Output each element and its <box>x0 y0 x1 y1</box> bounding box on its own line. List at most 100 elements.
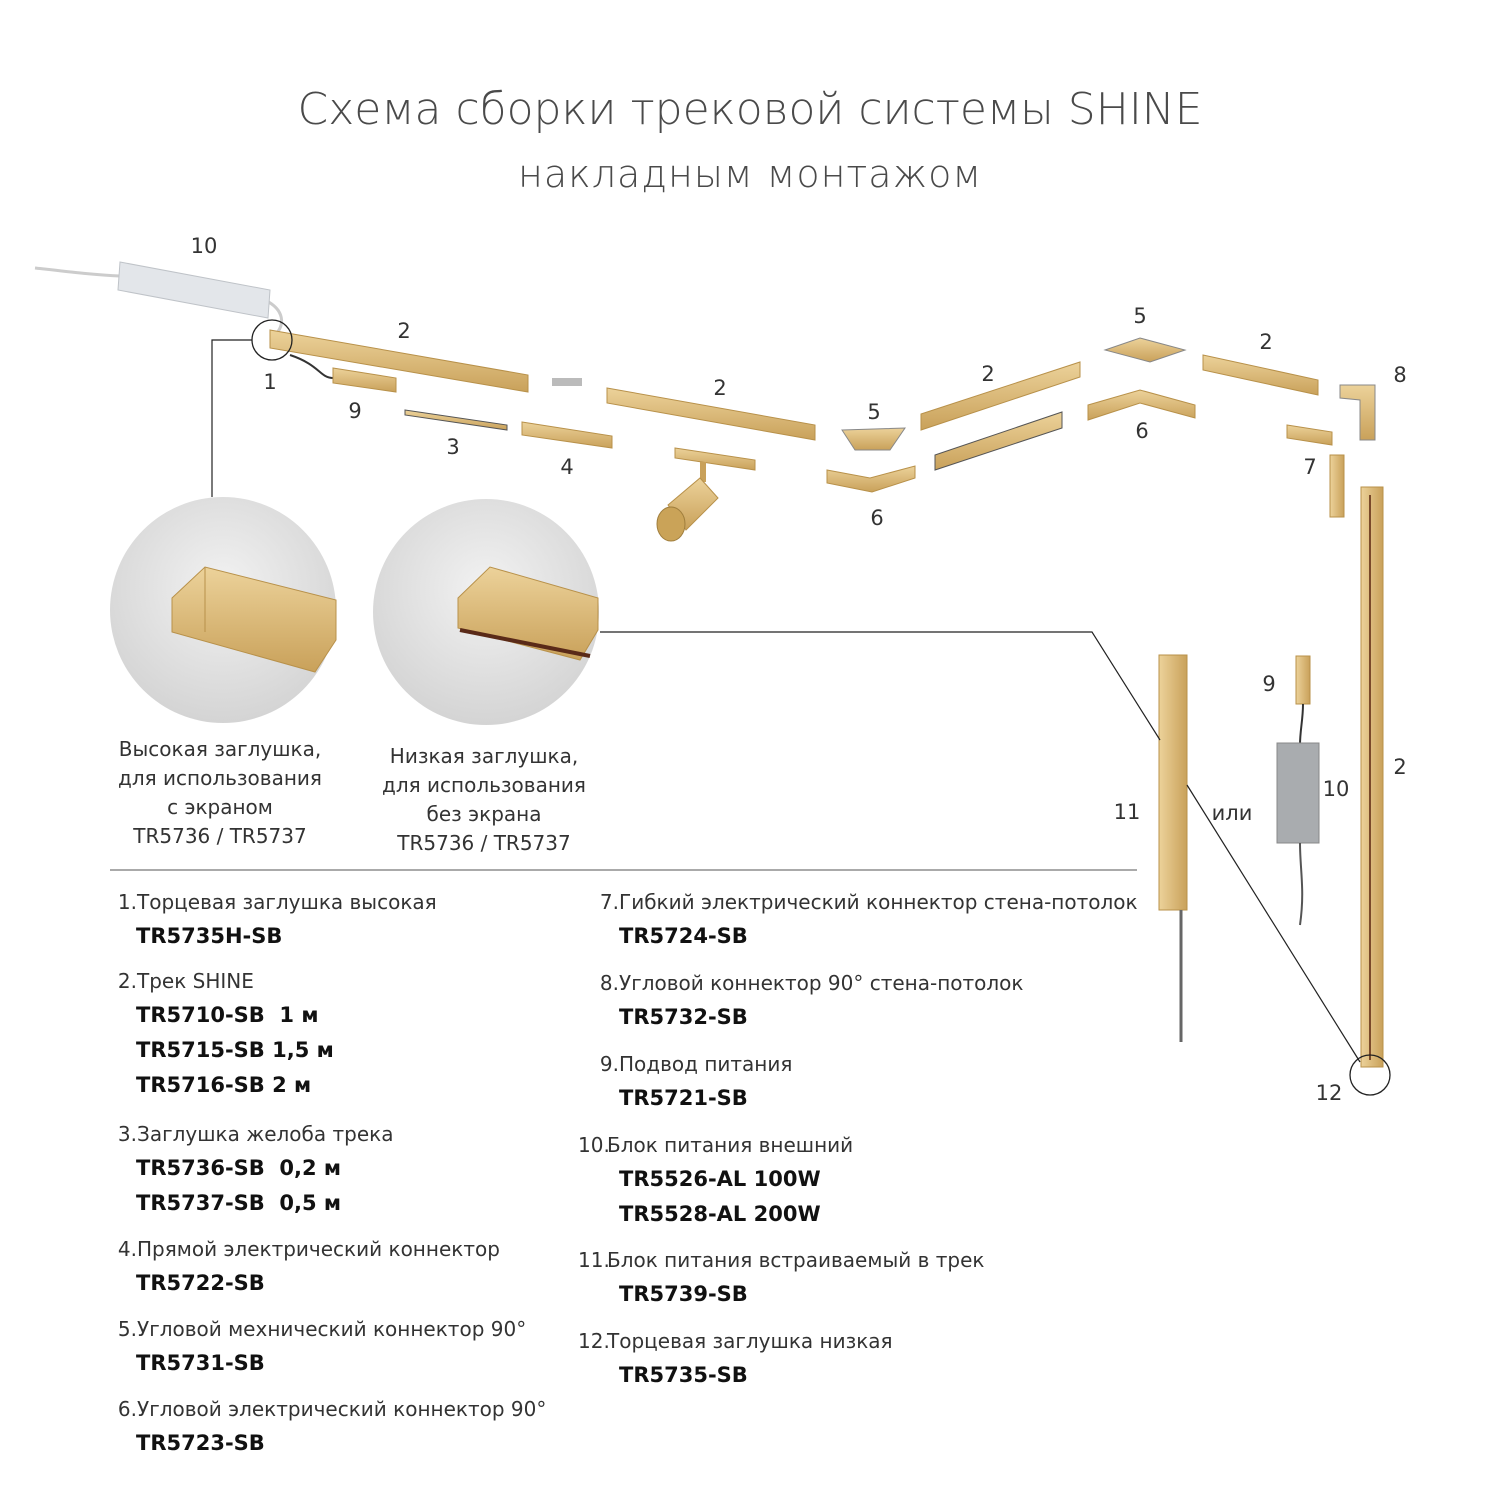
legend-item-number: 1. <box>117 890 137 914</box>
legend-item-code: TR5710-SB 1 м <box>136 1003 319 1027</box>
legend-item-number: 6. <box>117 1397 137 1421</box>
legend-item-name: Заглушка желоба трека <box>137 1122 394 1146</box>
track-a <box>269 329 529 393</box>
label-straight-conn: 4 <box>560 455 574 479</box>
endcap-low-callout <box>1349 1054 1391 1096</box>
legend-item-code: TR5528-AL 200W <box>619 1202 821 1226</box>
label-psu-side: 10 <box>1322 777 1350 801</box>
track-with-builtin-psu <box>1158 654 1188 911</box>
legend-item-name: Трек SHINE <box>137 969 254 993</box>
legend-item-name: Торцевая заглушка низкая <box>607 1329 893 1353</box>
label-psu-builtin: 11 <box>1113 800 1141 824</box>
legend-item-number: 4. <box>117 1237 137 1261</box>
legend-item-number: 8. <box>599 971 619 995</box>
track-c <box>920 361 1081 431</box>
label-track-d: 2 <box>1259 330 1273 354</box>
legend-item-code: TR5724-SB <box>619 924 748 948</box>
legend-item-name: Угловой коннектор 90° стена-потолок <box>619 971 1024 995</box>
legend-item-name: Прямой электрический коннектор <box>137 1237 500 1261</box>
legend-item: 5.Угловой мехнический коннектор 90° <box>108 1317 526 1341</box>
legend-item-number: 12. <box>578 1329 610 1353</box>
legend-item: 8.Угловой коннектор 90° стена-потолок <box>590 971 1024 995</box>
legend-item-number: 7. <box>599 890 619 914</box>
power-supply-external-top <box>34 261 284 337</box>
corner-mech-b <box>1103 337 1187 363</box>
legend-item-code: TR5736-SB 0,2 м <box>136 1156 342 1180</box>
legend-item: 12.Торцевая заглушка низкая <box>578 1329 893 1353</box>
legend-item-code: TR5731-SB <box>136 1351 265 1375</box>
label-corner-mech-b: 5 <box>1133 304 1147 328</box>
legend-item-code: TR5732-SB <box>619 1005 748 1029</box>
caption-low-endcap: Низкая заглушка, для использования без э… <box>382 742 586 858</box>
flex-connector <box>1286 424 1333 446</box>
legend-item-code: TR5723-SB <box>136 1431 265 1455</box>
high-endcap-render <box>171 566 337 673</box>
joint-plate <box>552 378 582 386</box>
caption-codes: TR5736 / TR5737 <box>397 831 571 855</box>
label-groove-cap: 3 <box>446 435 460 459</box>
label-track-b: 2 <box>713 376 727 400</box>
caption-line: для использования <box>382 773 586 797</box>
label-feed-a: 9 <box>348 399 362 423</box>
legend-item-code: TR5526-AL 100W <box>619 1167 821 1191</box>
track-d <box>1202 354 1319 396</box>
legend-item-name: Блок питания внешний <box>607 1133 854 1157</box>
legend-item-number: 3. <box>117 1122 137 1146</box>
label-corner-wall: 8 <box>1393 363 1407 387</box>
caption-line: без экрана <box>426 802 542 826</box>
legend-item-name: Гибкий электрический коннектор стена-пот… <box>619 890 1138 914</box>
legend-item: 1.Торцевая заглушка высокая <box>108 890 437 914</box>
legend-item-code: TR5722-SB <box>136 1271 265 1295</box>
legend-item-name: Угловой электрический коннектор 90° <box>137 1397 547 1421</box>
track-vertical <box>1360 486 1384 1068</box>
corner-wall-connector <box>1339 384 1376 441</box>
label-track-c: 2 <box>981 362 995 386</box>
corner-mech-a <box>841 427 906 451</box>
label-corner-el-b: 6 <box>1135 419 1149 443</box>
label-endcap-low: 12 <box>1315 1081 1343 1105</box>
legend-item: 4.Прямой электрический коннектор <box>108 1237 500 1261</box>
legend-item-code: TR5735H-SB <box>136 924 283 948</box>
legend-item-number: 9. <box>599 1052 619 1076</box>
caption-codes: TR5736 / TR5737 <box>133 824 307 848</box>
label-or: или <box>1211 801 1253 825</box>
power-feed-a <box>332 367 397 393</box>
legend-item-code: TR5739-SB <box>619 1282 748 1306</box>
label-flex-conn: 7 <box>1303 455 1317 479</box>
label-track-a: 2 <box>397 319 411 343</box>
power-feed-b <box>1295 655 1311 705</box>
label-feed-b: 9 <box>1262 672 1276 696</box>
legend-item: 2.Трек SHINE <box>108 969 254 993</box>
legend-item: 10.Блок питания внешний <box>578 1133 853 1157</box>
legend-item-name: Блок питания встраиваемый в трек <box>607 1248 985 1272</box>
caption-line: Высокая заглушка, <box>118 737 322 761</box>
label-psu-top: 10 <box>190 234 218 258</box>
legend-item-name: Подвод питания <box>619 1052 793 1076</box>
power-supply-external-side <box>1276 742 1320 844</box>
caption-line: Низкая заглушка, <box>389 744 579 768</box>
label-corner-el-a: 6 <box>870 506 884 530</box>
legend-item-name: Торцевая заглушка высокая <box>137 890 437 914</box>
legend-item-code: TR5716-SB 2 м <box>136 1073 312 1097</box>
low-endcap-render <box>457 566 599 661</box>
legend-item-number: 5. <box>117 1317 137 1341</box>
corner-el-b <box>1087 389 1196 421</box>
caption-line: для использования <box>118 766 322 790</box>
legend-item-number: 10. <box>578 1133 610 1157</box>
straight-connector <box>521 421 613 449</box>
page-subtitle: накладным монтажом <box>518 152 982 196</box>
legend-item-name: Угловой мехнический коннектор 90° <box>137 1317 527 1341</box>
label-track-vertical: 2 <box>1393 755 1407 779</box>
legend-item-code: TR5735-SB <box>619 1363 748 1387</box>
legend-item: 11.Блок питания встраиваемый в трек <box>578 1248 984 1272</box>
legend-item: 3.Заглушка желоба трека <box>108 1122 394 1146</box>
legend-item-code: TR5737-SB 0,5 м <box>136 1191 342 1215</box>
legend-item: 7.Гибкий электрический коннектор стена-п… <box>590 890 1138 914</box>
legend-item-code: TR5715-SB 1,5 м <box>136 1038 334 1062</box>
legend-item-number: 11. <box>578 1248 610 1272</box>
label-corner-mech-a: 5 <box>867 400 881 424</box>
label-endcap-high: 1 <box>263 370 277 394</box>
legend-item: 6.Угловой электрический коннектор 90° <box>108 1397 546 1421</box>
legend-item-number: 2. <box>117 969 137 993</box>
